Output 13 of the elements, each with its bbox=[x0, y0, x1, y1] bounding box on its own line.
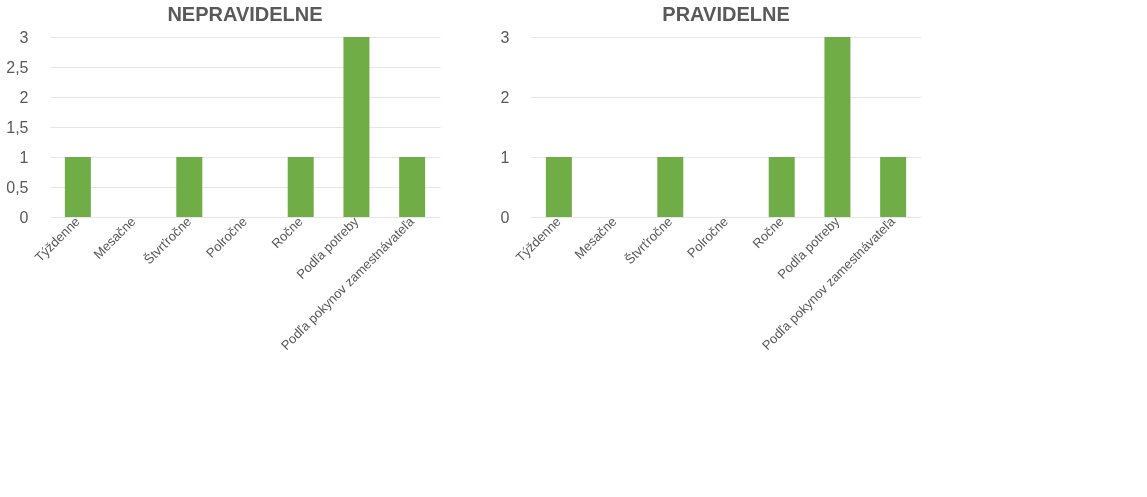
y-tick-label: 3 bbox=[19, 28, 29, 46]
y-tick-label: 1,5 bbox=[6, 118, 29, 136]
chart-title: PRAVIDELNE bbox=[662, 3, 790, 25]
y-tick-label: 0 bbox=[19, 208, 29, 226]
y-tick-label: 1 bbox=[500, 148, 510, 166]
y-tick-label: 2,5 bbox=[6, 58, 29, 76]
y-tick-label: 2 bbox=[19, 88, 29, 106]
y-tick-label: 1 bbox=[19, 148, 29, 166]
y-tick-label: 0 bbox=[500, 208, 510, 226]
y-tick-label: 2 bbox=[500, 88, 510, 106]
y-tick-label: 3 bbox=[500, 28, 510, 46]
y-tick-label: 0,5 bbox=[6, 178, 29, 196]
chart-title: NEPRAVIDELNE bbox=[167, 3, 323, 25]
